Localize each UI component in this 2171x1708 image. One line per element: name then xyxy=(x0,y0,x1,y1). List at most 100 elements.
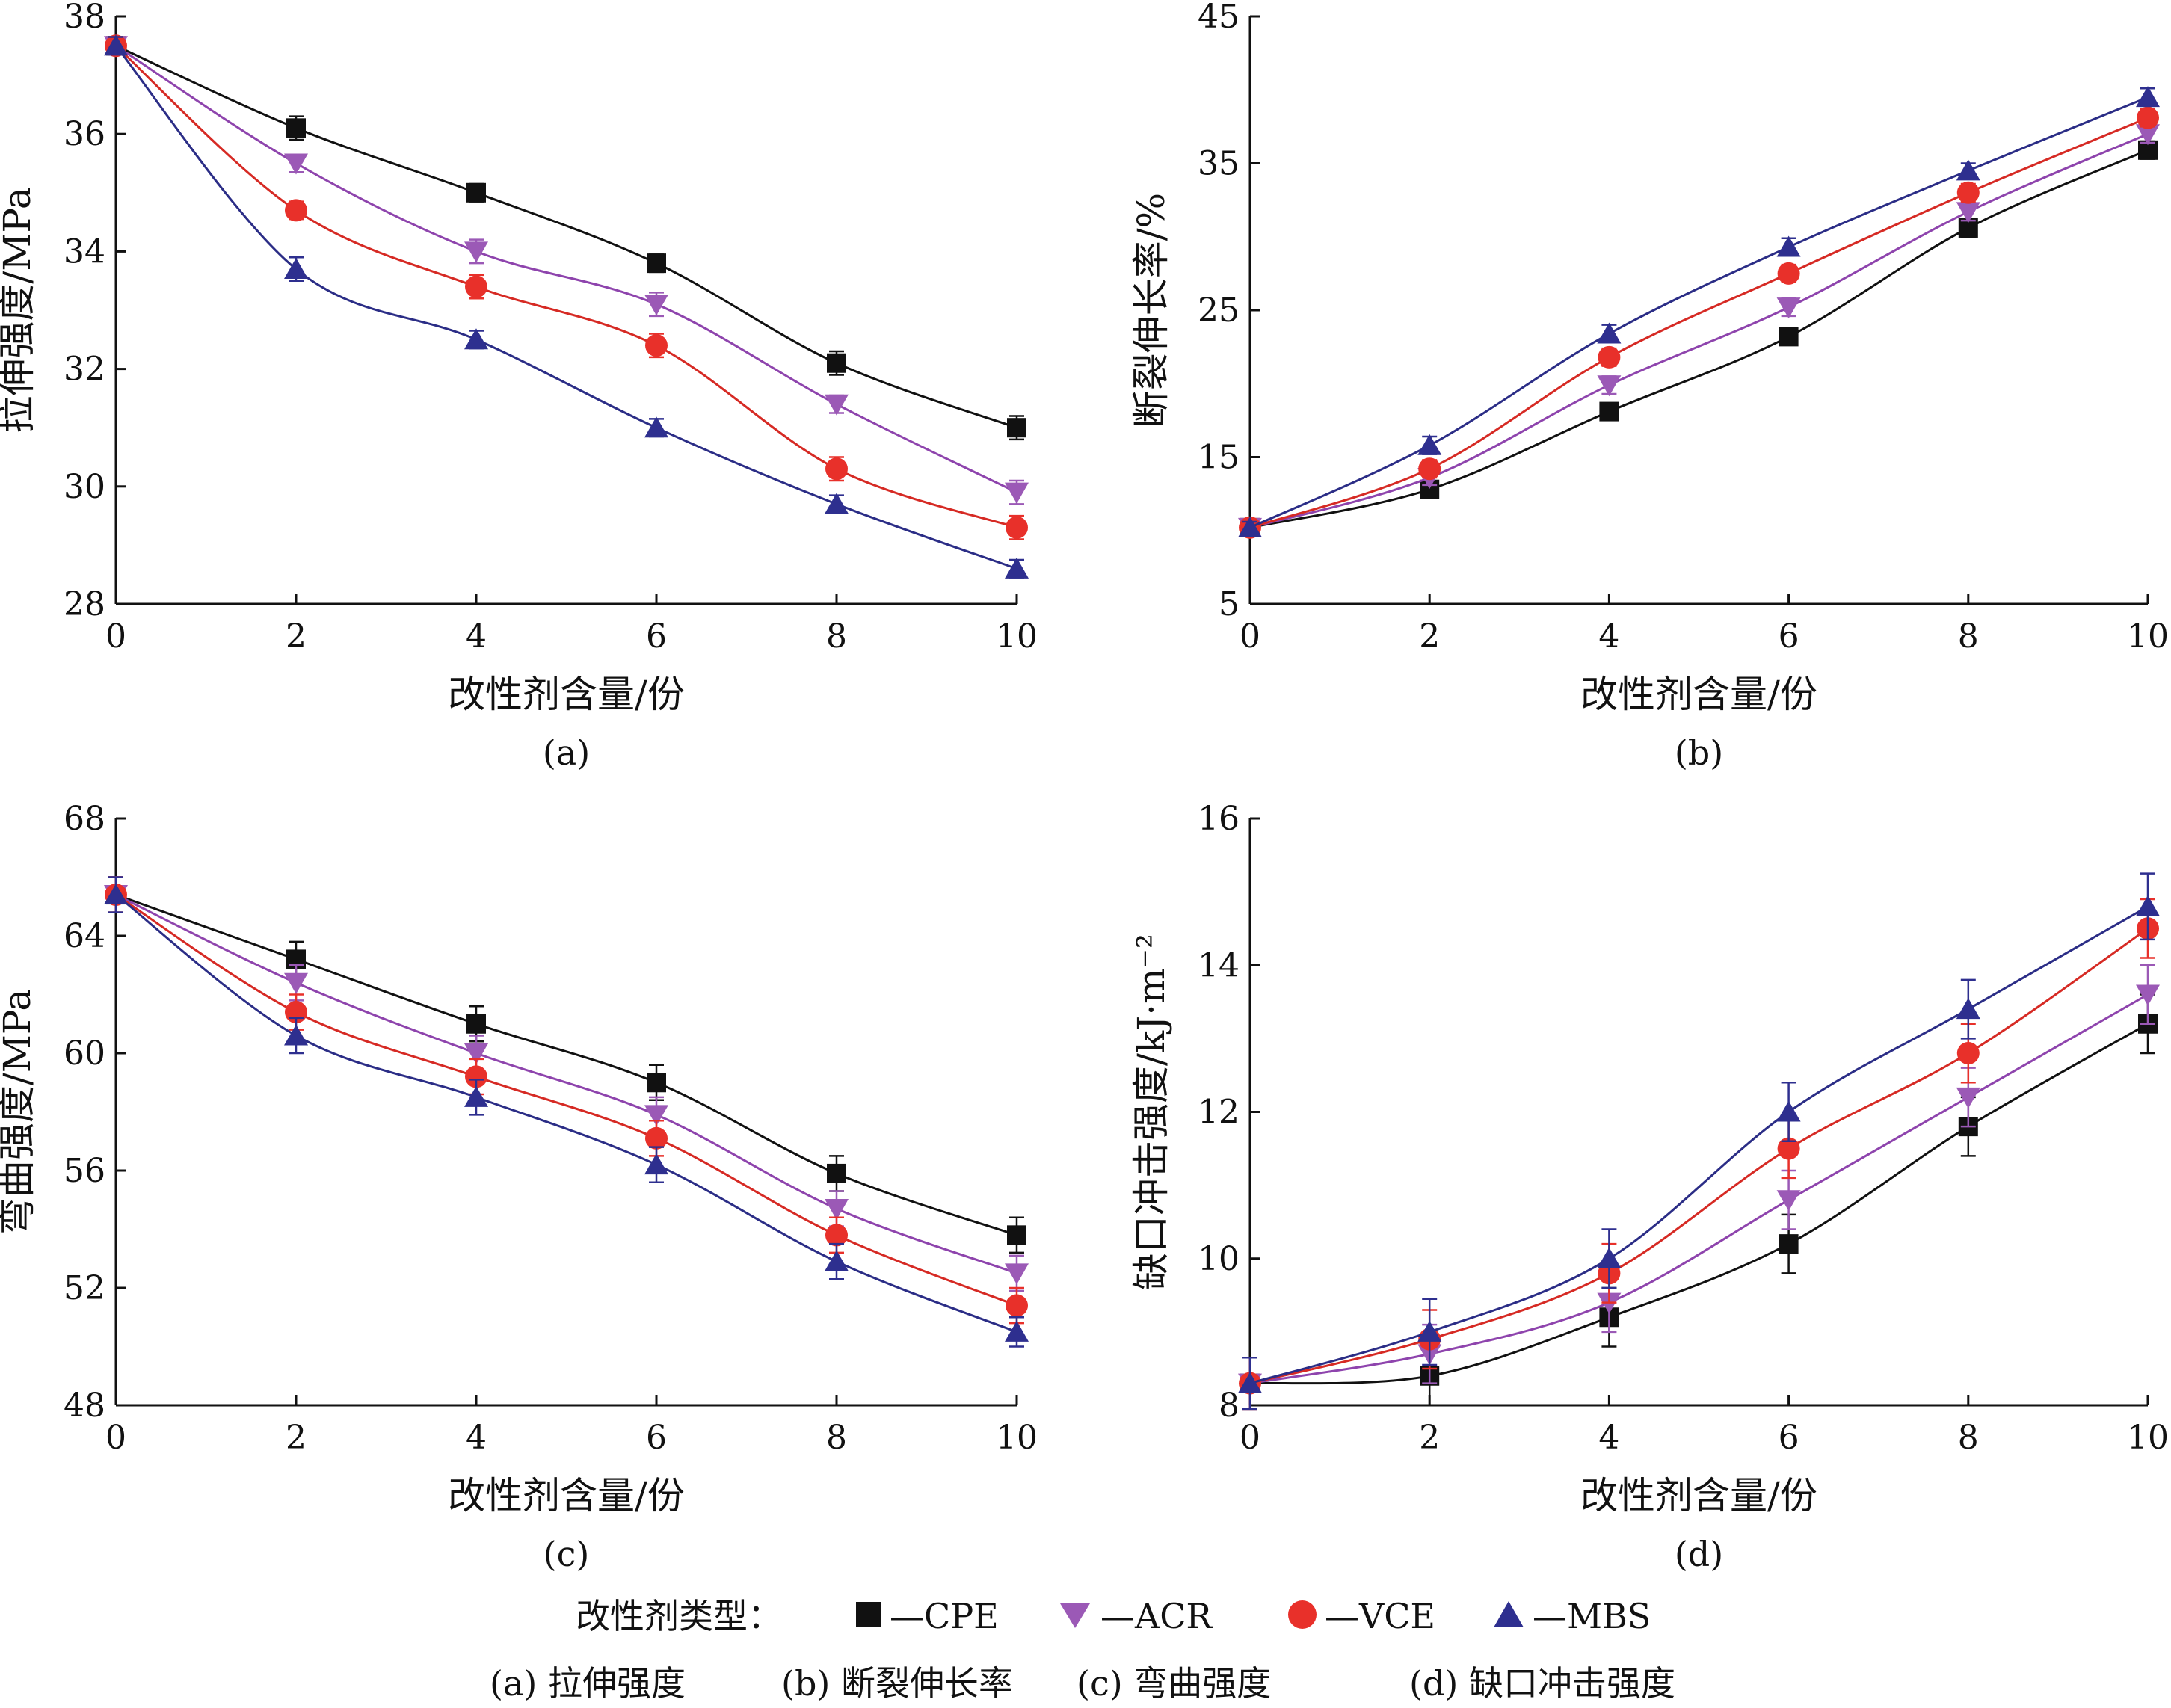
legend-entry-cpe: —CPE xyxy=(856,1596,999,1636)
series-vce xyxy=(1239,898,2159,1411)
y-tick-label: 14 xyxy=(1198,946,1240,984)
x-tick-label: 0 xyxy=(1240,1419,1260,1457)
data-point xyxy=(284,1024,308,1046)
legend-marker-mbs xyxy=(1494,1601,1524,1627)
data-point xyxy=(1417,1320,1442,1342)
data-point xyxy=(1597,322,1622,344)
series-line xyxy=(115,893,1017,1307)
series-mbs xyxy=(1238,86,2160,537)
data-point xyxy=(825,493,849,514)
y-tick-label: 25 xyxy=(1198,292,1240,330)
x-tick-label: 10 xyxy=(996,617,1038,656)
data-point xyxy=(1956,202,1980,223)
series-vce xyxy=(105,876,1028,1325)
data-point xyxy=(465,275,487,298)
x-tick-label: 6 xyxy=(1779,1419,1799,1457)
series-cpe xyxy=(1240,993,2158,1411)
panel-label: (d) xyxy=(1675,1534,1723,1574)
y-tick-label: 12 xyxy=(1198,1094,1240,1132)
x-tick-label: 10 xyxy=(996,1419,1038,1457)
y-axis-title: 拉伸强度/MPa xyxy=(0,187,39,433)
data-point xyxy=(827,353,846,373)
legend-entry-acr: —ACR xyxy=(1060,1596,1213,1636)
data-point xyxy=(644,416,668,438)
series-line xyxy=(115,893,1017,1274)
y-tick-label: 8 xyxy=(1219,1387,1240,1425)
data-point xyxy=(1956,1042,1980,1064)
data-point xyxy=(647,1073,666,1093)
y-tick-label: 35 xyxy=(1198,145,1240,183)
data-point xyxy=(644,1153,668,1175)
data-point xyxy=(1956,159,1980,181)
y-axis-title: 弯曲强度/MPa xyxy=(0,989,39,1235)
panel-label: (c) xyxy=(543,1534,590,1574)
y-tick-label: 45 xyxy=(1198,0,1240,36)
data-point xyxy=(1777,1137,1800,1160)
data-point xyxy=(825,1224,848,1247)
caption-d: (d) 缺口冲击强度 xyxy=(1409,1663,1675,1704)
x-tick-label: 4 xyxy=(1598,617,1619,656)
legend: 改性剂类型： —CPE —ACR —VCE —MBS xyxy=(576,1596,1651,1636)
data-point xyxy=(1005,482,1029,504)
series-line xyxy=(115,45,1017,494)
data-point xyxy=(644,295,668,316)
data-point xyxy=(464,241,488,263)
data-point xyxy=(285,199,307,222)
x-tick-label: 2 xyxy=(1419,617,1440,656)
x-tick-label: 2 xyxy=(286,1419,307,1457)
x-tick-label: 4 xyxy=(466,1419,487,1457)
figure-caption: (a) 拉伸强度 (b) 断裂伸长率 (c) 弯曲强度 (d) 缺口冲击强度 xyxy=(490,1663,1675,1704)
data-point xyxy=(1776,235,1801,257)
data-point xyxy=(1776,1190,1801,1212)
series-cpe xyxy=(1240,140,2158,537)
series-line xyxy=(1249,927,2149,1385)
y-tick-label: 10 xyxy=(1198,1240,1240,1278)
series-acr xyxy=(104,36,1029,505)
series-line xyxy=(1249,117,2149,529)
series-vce xyxy=(1239,106,2159,539)
data-point xyxy=(1418,457,1441,481)
legend-marker-vce xyxy=(1288,1600,1317,1629)
x-tick-label: 2 xyxy=(1419,1419,1440,1457)
data-point xyxy=(1597,1247,1622,1268)
x-tick-label: 0 xyxy=(105,1419,126,1457)
data-point xyxy=(2137,106,2159,129)
data-point xyxy=(286,118,306,138)
data-point xyxy=(825,457,848,481)
legend-entry-mbs: —MBS xyxy=(1494,1596,1651,1636)
data-point xyxy=(1599,401,1619,422)
panel-label: (a) xyxy=(543,733,590,773)
series-line xyxy=(1249,149,2149,529)
legend-marker-cpe xyxy=(856,1602,881,1627)
data-point xyxy=(1777,262,1800,285)
data-point xyxy=(1956,1087,1980,1109)
y-axis-title: 断裂伸长率/% xyxy=(1130,193,1173,428)
series-mbs xyxy=(104,876,1029,1348)
y-tick-label: 56 xyxy=(64,1152,105,1190)
data-point xyxy=(464,328,488,350)
legend-label-vce: —VCE xyxy=(1325,1596,1435,1636)
x-tick-label: 8 xyxy=(826,617,847,656)
x-tick-label: 8 xyxy=(1958,617,1979,656)
y-tick-label: 30 xyxy=(64,468,105,506)
data-point xyxy=(466,182,486,203)
legend-title: 改性剂类型： xyxy=(576,1596,782,1636)
data-point xyxy=(1779,1234,1799,1254)
data-point xyxy=(465,1065,487,1088)
data-point xyxy=(1005,557,1029,579)
x-tick-label: 8 xyxy=(1958,1419,1979,1457)
y-tick-label: 60 xyxy=(64,1035,105,1073)
data-point xyxy=(825,1199,849,1221)
x-tick-label: 10 xyxy=(2127,1419,2169,1457)
chart-panel-a: 0 2 4 6 8 10 28 30 32 34 36 38 改性剂含量/份 拉伸强度/MPa (a) xyxy=(0,0,1038,773)
y-tick-label: 34 xyxy=(64,232,105,271)
series-line xyxy=(114,45,1017,529)
data-point xyxy=(644,1105,668,1126)
data-point xyxy=(1238,516,1262,537)
series-line xyxy=(1249,993,2149,1385)
caption-a: (a) 拉伸强度 xyxy=(490,1663,686,1704)
series-cpe xyxy=(106,876,1026,1254)
caption-c: (c) 弯曲强度 xyxy=(1077,1663,1271,1704)
